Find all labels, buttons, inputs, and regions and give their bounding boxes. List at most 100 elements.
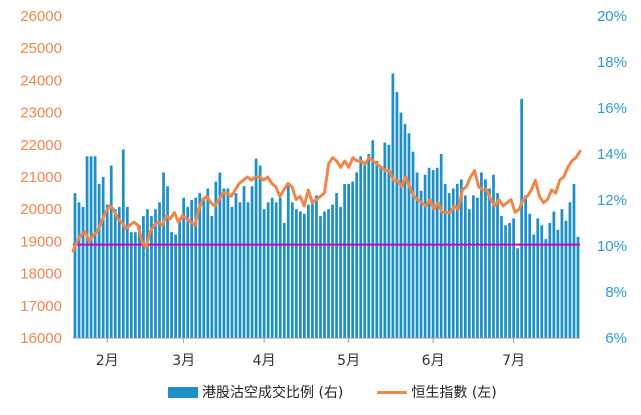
bar	[113, 209, 117, 338]
bar	[564, 220, 568, 338]
bar	[528, 213, 532, 338]
index-line	[71, 149, 582, 253]
right-tick-label: 10%	[597, 238, 627, 255]
bar	[415, 172, 419, 338]
left-tick-label: 26000	[20, 8, 62, 25]
bar	[548, 223, 552, 338]
bar-swatch	[168, 386, 198, 398]
x-tick-label: 3月	[172, 353, 195, 369]
bar	[238, 202, 242, 338]
bar	[536, 218, 540, 338]
bar	[451, 188, 455, 338]
bar	[419, 190, 423, 338]
bar	[186, 206, 190, 338]
bar	[158, 202, 161, 338]
left-axis-ticks: 16000 17000 18000 19000 20000 21000 22000 23000…	[20, 8, 62, 347]
legend-bar-label: 港股沽空成交比例 (右)	[202, 385, 344, 401]
right-tick-label: 6%	[605, 330, 627, 347]
bar	[552, 211, 556, 338]
bar	[435, 167, 439, 338]
bar	[101, 177, 105, 338]
bar	[463, 195, 467, 338]
bar	[134, 232, 137, 338]
bar	[403, 124, 407, 338]
bar	[455, 183, 459, 338]
x-tick-label: 5月	[337, 353, 360, 369]
bar	[234, 193, 238, 338]
bar	[270, 197, 274, 338]
bar	[383, 142, 387, 338]
bar	[250, 186, 254, 338]
bar	[512, 218, 515, 338]
bar	[472, 195, 475, 338]
bar	[379, 167, 383, 338]
bar	[178, 218, 181, 338]
bar	[480, 172, 483, 338]
bar	[303, 213, 306, 338]
right-tick-label: 8%	[605, 284, 627, 301]
bar	[81, 206, 85, 338]
bar	[294, 209, 298, 338]
bar	[154, 209, 157, 338]
bar	[298, 211, 302, 338]
bar	[359, 156, 363, 338]
bar	[431, 170, 435, 338]
bar	[319, 216, 322, 338]
right-tick-label: 16%	[597, 100, 627, 117]
bar	[142, 216, 145, 338]
bar	[560, 209, 564, 338]
bar	[327, 209, 330, 338]
right-tick-label: 20%	[597, 8, 627, 25]
right-axis-ticks: 6% 8% 10% 12% 14% 16% 18% 20%	[597, 8, 627, 347]
bar	[242, 186, 246, 338]
bar	[274, 202, 278, 338]
bar	[266, 202, 270, 338]
bar	[258, 165, 262, 338]
bar	[568, 202, 572, 338]
bar	[439, 154, 443, 338]
bar	[206, 188, 210, 338]
bar	[311, 202, 314, 338]
bar	[343, 183, 346, 338]
left-tick-label: 21000	[20, 169, 62, 186]
bar	[492, 174, 495, 338]
x-tick-label: 7月	[502, 353, 525, 369]
bar	[150, 216, 153, 338]
bar	[97, 183, 101, 338]
bar	[77, 202, 81, 338]
x-axis-ticks: 2月 3月 4月 5月 6月 7月	[96, 338, 525, 369]
bar	[109, 165, 113, 338]
bar	[459, 179, 463, 338]
legend-item-line: 恒生指數 (左)	[377, 382, 497, 402]
bar	[488, 188, 491, 338]
legend: 港股沽空成交比例 (右) 恒生指數 (左)	[168, 381, 531, 403]
bar-series	[73, 73, 580, 339]
bar	[367, 154, 371, 338]
bar	[556, 229, 560, 338]
bar	[347, 183, 350, 338]
bar	[447, 193, 451, 338]
line-series	[71, 149, 582, 253]
bar	[339, 206, 342, 338]
bar	[315, 195, 318, 338]
bar	[262, 209, 266, 338]
bar	[323, 211, 326, 338]
bar	[375, 160, 379, 338]
bar	[307, 204, 310, 338]
bar	[230, 206, 234, 338]
bar	[476, 197, 479, 338]
bar	[85, 156, 89, 338]
bar	[138, 225, 141, 338]
bar	[500, 216, 503, 338]
bar	[524, 195, 528, 338]
bar	[129, 232, 133, 338]
bar	[93, 156, 97, 338]
bar	[218, 172, 222, 338]
bar	[198, 193, 202, 338]
left-tick-label: 18000	[20, 266, 62, 283]
bar	[423, 174, 427, 338]
left-tick-label: 25000	[20, 40, 62, 57]
bar	[532, 234, 536, 338]
right-tick-label: 12%	[597, 192, 627, 209]
bar	[146, 209, 149, 338]
